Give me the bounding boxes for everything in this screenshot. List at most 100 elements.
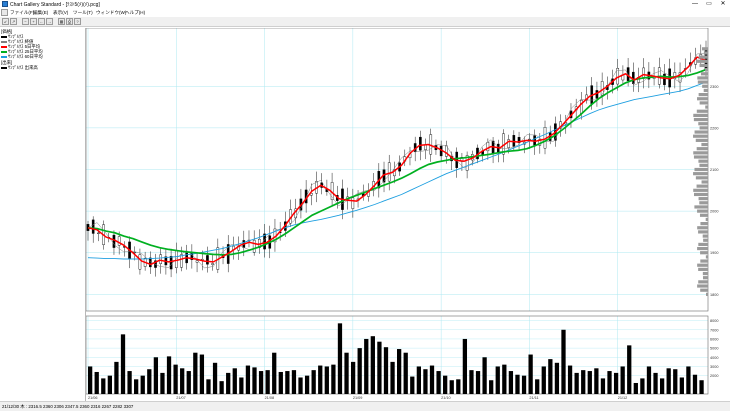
expand-icon[interactable]: +	[30, 18, 37, 25]
volume-bar	[627, 345, 632, 394]
volume-bar	[140, 375, 145, 394]
profile-bar	[693, 134, 708, 138]
menu-edit[interactable]: 編集(E)	[33, 10, 49, 15]
moving-average-lines	[87, 52, 707, 269]
series-panel: [価格] ｻﾝﾌﾟﾙｸｽ ｻﾝﾌﾟﾙｸｽ 終値 ｻﾝﾌﾟﾙｸｽ 5日平均 ｻﾝﾌ…	[0, 28, 86, 401]
series-item-ma60[interactable]: ｻﾝﾌﾟﾙｸｽ 60日平均	[1, 54, 43, 59]
candle-body	[195, 260, 199, 263]
profile-bar	[695, 176, 708, 180]
volume-bar	[692, 374, 698, 394]
menu-tools[interactable]: ツール(T)	[73, 10, 93, 15]
volume-bar	[587, 371, 592, 394]
volume-bar	[541, 366, 546, 394]
doc-icon[interactable]	[1, 9, 8, 16]
menu-view[interactable]: 表示(V)	[53, 10, 69, 15]
volume-bar	[370, 336, 375, 394]
menu-file[interactable]: ファイル(F)	[10, 10, 35, 15]
volume-section-title: [出来]	[1, 60, 13, 65]
volume-bar	[245, 365, 251, 394]
series-item-close[interactable]: ｻﾝﾌﾟﾙｸｽ 終値	[1, 39, 33, 44]
volume-bar	[331, 364, 336, 394]
profile-bar	[696, 147, 708, 151]
profile-bar	[698, 280, 708, 284]
profile-bar	[694, 167, 708, 172]
volume-bar	[475, 371, 481, 394]
candle-body	[673, 72, 677, 79]
minimize-button[interactable]: —	[692, 1, 698, 7]
volume-bar	[397, 349, 402, 394]
candle-body	[351, 197, 355, 209]
print-icon[interactable]: ⎙	[66, 18, 73, 25]
volume-bar	[101, 378, 106, 394]
volume-bar	[94, 371, 99, 394]
series-item-volume[interactable]: ｻﾝﾌﾟﾙｸｽ 出来高	[1, 65, 38, 70]
candle-body	[180, 254, 183, 268]
candle-body	[507, 139, 510, 148]
ma60-line	[87, 81, 707, 260]
shrink-icon[interactable]: −	[22, 18, 29, 25]
volume-bar	[120, 334, 126, 394]
profile-bar	[703, 88, 708, 93]
volume-bar	[219, 381, 224, 394]
series-item-candles[interactable]: ｻﾝﾌﾟﾙｸｽ	[1, 34, 23, 39]
profile-bar	[700, 251, 708, 255]
volume-bar	[252, 367, 257, 394]
volume-bar	[318, 365, 323, 394]
volume-bar	[633, 382, 638, 394]
toolbar: ↙ ↗ − + ← → ▦ ⎙ ?	[0, 17, 730, 27]
volume-bar	[350, 361, 356, 394]
candle-body	[419, 136, 422, 151]
scroll-right-icon[interactable]: →	[46, 18, 53, 25]
profile-bar	[705, 255, 708, 259]
profile-bar	[697, 284, 708, 288]
volume-bar	[180, 368, 185, 394]
price-tick-label: 2100	[710, 168, 718, 172]
help-icon[interactable]: ?	[74, 18, 81, 25]
volume-tick-label: 3000	[710, 365, 718, 369]
volume-bar	[659, 378, 665, 394]
scroll-left-icon[interactable]: ←	[38, 18, 45, 25]
profile-bar	[693, 155, 708, 159]
zoom-out-icon[interactable]: ↗	[10, 18, 17, 25]
profile-bar	[702, 271, 708, 276]
volume-bar	[548, 359, 553, 394]
volume-bar	[535, 379, 540, 394]
volume-bar	[594, 368, 599, 394]
volume-tick-label: 5000	[710, 347, 718, 351]
volume-bar	[258, 371, 264, 394]
chart-settings-icon[interactable]: ▦	[58, 18, 65, 25]
volume-bar	[357, 348, 362, 394]
volume-bar	[311, 370, 316, 394]
volume-bar	[114, 361, 119, 394]
close-button[interactable]: ✕	[720, 1, 726, 7]
candle-body	[159, 254, 163, 264]
volume-bar	[469, 370, 474, 394]
volume-bar	[561, 329, 566, 394]
series-item-ma5[interactable]: ｻﾝﾌﾟﾙｸｽ 5日平均	[1, 44, 40, 49]
volume-bar	[147, 369, 152, 394]
zoom-in-icon[interactable]: ↙	[2, 18, 9, 25]
ma25-line	[87, 68, 707, 256]
x-tick-label: 21/06	[88, 396, 98, 400]
volume-bar	[285, 371, 290, 394]
candle-body	[465, 155, 469, 171]
volume-bar	[134, 379, 139, 394]
maximize-button[interactable]: ▭	[706, 1, 712, 7]
volume-bar	[298, 377, 303, 394]
volume-bar	[199, 354, 205, 394]
profile-bar	[701, 142, 708, 147]
volume-bar	[226, 372, 231, 394]
candle-body	[387, 162, 391, 182]
volume-bar	[456, 379, 461, 394]
stock-chart[interactable]: 21/06 21/07 21/08 21/09 21/10 21/11 21/12 2300 2…	[86, 28, 730, 401]
series-item-ma25[interactable]: ｻﾝﾌﾟﾙｸｽ 25日平均	[1, 49, 43, 54]
profile-bar	[694, 130, 708, 134]
profile-bar	[697, 59, 708, 63]
volume-bar	[206, 379, 211, 394]
volume-tick-label: 8000	[710, 319, 718, 323]
profile-bar	[699, 101, 708, 105]
volume-bar	[423, 369, 428, 394]
window-title: Chart Gallery Standard - [ﾃｽﾄ5(ﾒ)(ﾒ).pcg…	[10, 2, 100, 8]
menu-help[interactable]: ヘルプ(H)	[125, 10, 146, 15]
menu-window[interactable]: ウィンドウ(W)	[96, 10, 127, 15]
